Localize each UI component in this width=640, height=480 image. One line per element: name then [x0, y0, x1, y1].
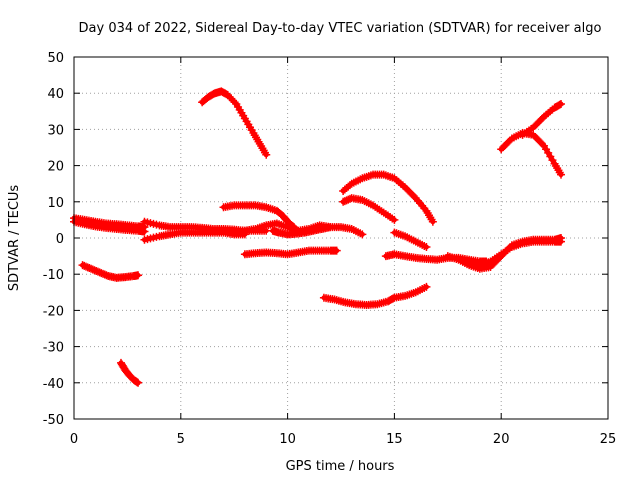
data-point [225, 92, 234, 101]
y-tick-label: 10 [47, 196, 64, 211]
data-point [230, 98, 239, 107]
series-arc-19 [497, 129, 566, 179]
series-arc-3 [78, 261, 143, 282]
y-tick-label: -30 [43, 341, 64, 356]
series-arc-4 [116, 358, 143, 387]
data-point [557, 100, 566, 109]
y-tick-label: 20 [47, 160, 64, 175]
x-tick-label: 5 [177, 432, 185, 447]
data-point [326, 223, 335, 232]
data-point [422, 243, 431, 252]
x-tick-label: 20 [493, 432, 510, 447]
x-tick-label: 25 [600, 432, 617, 447]
y-tick-label: 0 [56, 232, 64, 247]
y-tick-label: -40 [43, 377, 64, 392]
data-point [358, 230, 367, 239]
series-arc-12 [319, 282, 431, 309]
data-point [557, 237, 566, 246]
data-point [262, 150, 271, 159]
series-arc-2 [70, 217, 149, 236]
series-arc-14 [339, 194, 399, 224]
grid-lines [74, 57, 608, 419]
series-arc-11 [268, 223, 335, 239]
series-layer [70, 87, 566, 387]
x-tick-label: 0 [70, 432, 78, 447]
data-point [228, 96, 237, 105]
y-tick-label: -10 [43, 268, 64, 283]
series-arc-18 [465, 237, 566, 270]
series-arc-20 [518, 100, 566, 139]
data-point [227, 94, 236, 103]
x-tick-label: 15 [386, 432, 403, 447]
data-point [134, 378, 143, 387]
series-arc-13 [339, 170, 437, 226]
y-tick-label: 40 [47, 87, 64, 102]
series-arc-6 [140, 228, 249, 244]
data-point [332, 246, 341, 255]
data-point [390, 215, 399, 224]
y-tick-label: -20 [43, 304, 64, 319]
data-point [140, 227, 149, 236]
data-point [223, 91, 232, 100]
y-tick-label: -50 [43, 413, 64, 428]
data-point [422, 282, 431, 291]
y-axis-label: SDTVAR / TECUs [7, 185, 22, 292]
x-axis-ticks: 0 5 10 15 20 25 [70, 57, 616, 447]
y-tick-label: 50 [47, 51, 64, 66]
x-tick-label: 10 [279, 432, 296, 447]
data-point [428, 217, 437, 226]
plot-frame [73, 56, 609, 420]
data-point [557, 170, 566, 179]
chart-title: Day 034 of 2022, Sidereal Day-to-day VTE… [79, 21, 602, 36]
y-axis-ticks: -50 -40 -30 -20 -10 0 10 20 30 40 50 [43, 51, 608, 428]
series-arc-15 [390, 228, 431, 252]
data-point [134, 271, 143, 280]
x-axis-label: GPS time / hours [286, 459, 395, 474]
series-arc-7 [198, 87, 271, 159]
series-arc-9 [240, 246, 341, 259]
y-tick-label: 30 [47, 123, 64, 138]
